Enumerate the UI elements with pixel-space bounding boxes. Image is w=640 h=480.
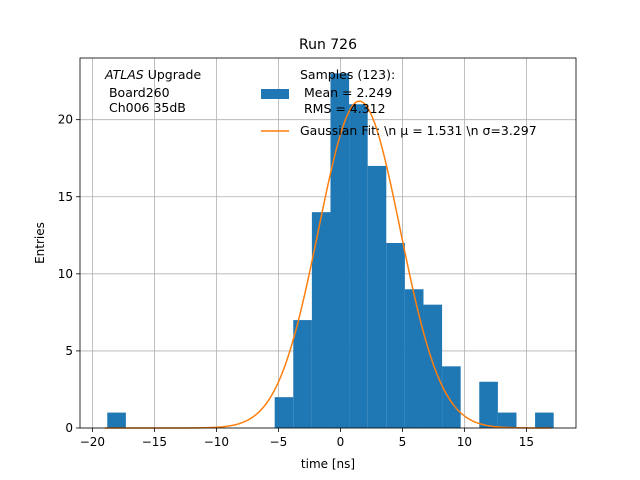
histogram-bar bbox=[311, 212, 331, 428]
y-tick-label: 20 bbox=[58, 113, 73, 127]
atlas-label: ATLAS bbox=[104, 67, 144, 82]
histogram-bar bbox=[423, 304, 443, 428]
histogram-bar bbox=[107, 412, 126, 428]
legend: Samples (123): Mean = 2.249 RMS = 4.312 … bbox=[261, 67, 537, 138]
histogram-bar bbox=[479, 381, 498, 428]
plot-frame bbox=[79, 57, 577, 429]
x-axis-label: time [ns] bbox=[301, 457, 355, 471]
histogram-bar bbox=[274, 397, 294, 428]
y-tick-label: 10 bbox=[58, 267, 73, 281]
histogram-bar bbox=[349, 104, 368, 428]
x-axis-ticks: −20 −15 −10 −5 0 5 10 15 bbox=[80, 428, 534, 449]
y-tick-label: 5 bbox=[65, 344, 73, 358]
legend-rms: RMS = 4.312 bbox=[300, 101, 386, 116]
histogram-bars bbox=[107, 73, 554, 429]
histogram-bar bbox=[404, 289, 424, 428]
board-label: Board260 bbox=[105, 85, 170, 100]
histogram-bar bbox=[386, 243, 405, 428]
histogram-bar bbox=[330, 73, 350, 429]
upgrade-label: Upgrade bbox=[144, 67, 202, 82]
histogram-bar bbox=[535, 412, 554, 428]
y-axis-ticks: 0 5 10 15 20 bbox=[58, 113, 80, 435]
chart-title: Run 726 bbox=[299, 37, 357, 53]
histogram-bar bbox=[442, 366, 461, 428]
atlas-annotation: ATLAS Upgrade Board260 Ch006 35dB bbox=[104, 67, 201, 115]
legend-fit-label: Gaussian Fit: \n μ = 1.531 \n σ=3.297 bbox=[300, 123, 537, 138]
x-tick-label: −20 bbox=[80, 435, 105, 449]
y-tick-label: 0 bbox=[65, 421, 73, 435]
histogram-bar bbox=[497, 412, 517, 428]
x-tick-label: 10 bbox=[457, 435, 472, 449]
y-axis-label: Entries bbox=[33, 222, 47, 264]
svg-text:ATLAS Upgrade: ATLAS Upgrade bbox=[104, 67, 201, 82]
histogram-bar bbox=[367, 165, 387, 428]
x-tick-label: −15 bbox=[142, 435, 167, 449]
channel-label: Ch006 35dB bbox=[105, 100, 186, 115]
legend-samples-count: Samples (123): bbox=[300, 67, 395, 82]
x-tick-label: 15 bbox=[519, 435, 534, 449]
x-tick-label: −10 bbox=[204, 435, 229, 449]
histogram-bar bbox=[293, 320, 312, 428]
x-tick-label: 0 bbox=[337, 435, 345, 449]
legend-mean: Mean = 2.249 bbox=[300, 85, 392, 100]
x-tick-label: −5 bbox=[270, 435, 288, 449]
legend-hist-swatch bbox=[261, 89, 289, 99]
y-tick-label: 15 bbox=[58, 190, 73, 204]
x-tick-label: 5 bbox=[399, 435, 407, 449]
